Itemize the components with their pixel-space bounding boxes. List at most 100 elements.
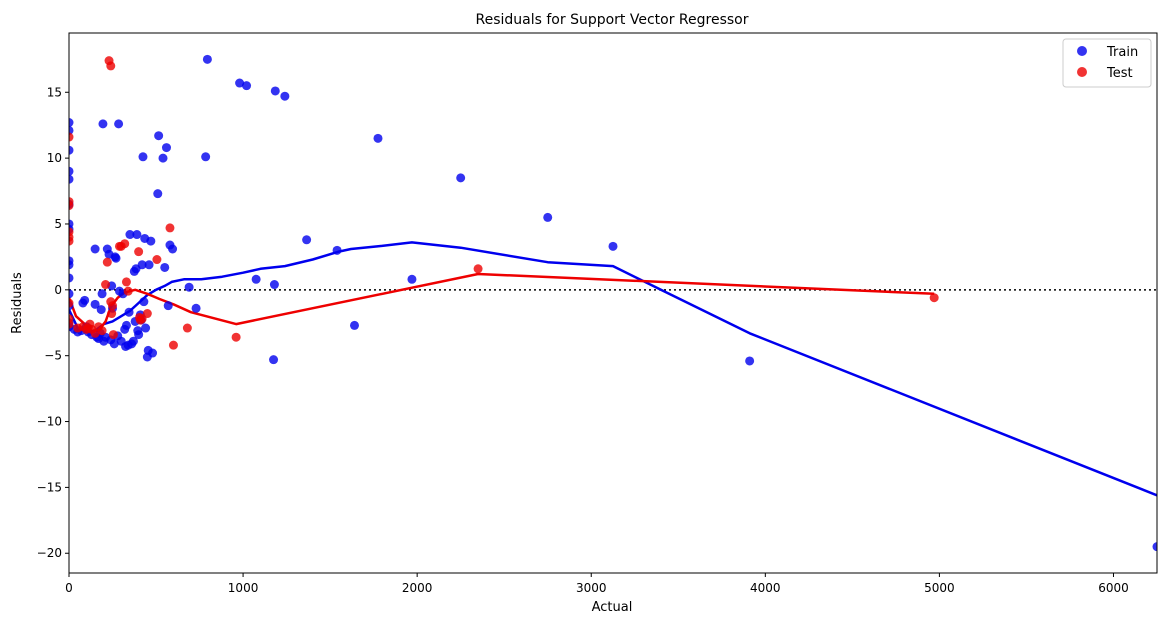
point-train bbox=[90, 244, 100, 254]
point-train bbox=[280, 91, 290, 101]
point-train bbox=[132, 230, 142, 240]
point-train bbox=[69, 260, 74, 270]
point-train bbox=[269, 280, 279, 290]
x-tick-label: 3000 bbox=[576, 581, 607, 595]
x-axis-label: Actual bbox=[592, 600, 633, 615]
point-train bbox=[90, 299, 100, 309]
point-train bbox=[69, 289, 74, 299]
y-tick-label: 5 bbox=[54, 217, 62, 231]
point-train bbox=[242, 81, 252, 91]
point-train bbox=[111, 253, 121, 263]
point-train bbox=[69, 145, 74, 155]
point-train bbox=[161, 143, 171, 153]
point-train bbox=[69, 118, 74, 128]
point-train bbox=[141, 323, 151, 333]
legend-marker-train bbox=[1077, 46, 1087, 56]
y-tick-label: 10 bbox=[47, 151, 62, 165]
point-train bbox=[153, 189, 163, 199]
point-train bbox=[184, 282, 194, 292]
y-tick-label: −15 bbox=[37, 480, 62, 494]
point-test bbox=[69, 236, 74, 246]
point-train bbox=[138, 152, 148, 162]
point-train bbox=[1152, 542, 1157, 552]
point-train bbox=[168, 244, 178, 254]
point-test bbox=[97, 326, 107, 336]
trend-line-train bbox=[69, 241, 1157, 497]
point-train bbox=[163, 301, 173, 311]
legend: Train Test bbox=[1062, 38, 1152, 88]
point-test bbox=[108, 330, 118, 340]
point-train bbox=[137, 260, 147, 270]
point-train bbox=[349, 320, 359, 330]
point-test bbox=[134, 247, 144, 257]
point-train bbox=[201, 152, 211, 162]
point-train bbox=[160, 262, 170, 272]
point-train bbox=[332, 245, 342, 255]
chart-title: Residuals for Support Vector Regressor bbox=[476, 12, 749, 28]
point-test bbox=[231, 332, 241, 342]
point-train bbox=[80, 295, 90, 305]
x-tick-label: 5000 bbox=[924, 581, 955, 595]
x-tick-label: 0 bbox=[65, 581, 73, 595]
point-train bbox=[69, 174, 74, 184]
point-train bbox=[114, 119, 124, 129]
point-test bbox=[69, 201, 74, 211]
y-tick-label: 0 bbox=[54, 283, 62, 297]
point-train bbox=[69, 166, 74, 176]
point-train bbox=[158, 153, 168, 163]
point-test bbox=[165, 223, 175, 233]
point-test bbox=[69, 132, 74, 142]
scatter-points bbox=[69, 54, 1157, 552]
point-train bbox=[139, 297, 149, 307]
point-test bbox=[102, 257, 112, 267]
point-test bbox=[107, 309, 117, 319]
point-train bbox=[745, 356, 755, 366]
point-test bbox=[142, 309, 152, 319]
point-train bbox=[407, 274, 417, 284]
point-train bbox=[97, 289, 107, 299]
y-tick-label: −5 bbox=[44, 349, 62, 363]
point-test bbox=[123, 286, 133, 296]
point-train bbox=[154, 131, 164, 141]
x-tick-label: 2000 bbox=[402, 581, 433, 595]
point-test bbox=[108, 301, 118, 311]
point-test bbox=[182, 323, 192, 333]
point-train bbox=[235, 78, 245, 88]
point-train bbox=[456, 173, 466, 183]
point-test bbox=[120, 239, 130, 249]
point-train bbox=[125, 230, 135, 240]
point-train bbox=[69, 273, 74, 283]
point-train bbox=[96, 305, 106, 315]
legend-label-train: Train bbox=[1106, 45, 1138, 60]
y-tick-label: −20 bbox=[37, 546, 62, 560]
point-train bbox=[608, 241, 618, 251]
point-train bbox=[191, 303, 201, 313]
point-test bbox=[101, 280, 111, 290]
legend-marker-test bbox=[1077, 67, 1087, 77]
point-test bbox=[90, 328, 100, 338]
y-tick-label: −10 bbox=[37, 415, 62, 429]
point-train bbox=[148, 348, 158, 358]
point-train bbox=[124, 307, 134, 317]
point-train bbox=[144, 260, 154, 270]
point-train bbox=[202, 54, 212, 64]
point-train bbox=[251, 274, 261, 284]
point-test bbox=[69, 298, 74, 308]
point-train bbox=[98, 119, 108, 129]
x-tick-label: 1000 bbox=[228, 581, 259, 595]
axis-ticks: 0 1000 2000 3000 4000 5000 6000 −20 −15 −10 −5 0 5 10… bbox=[37, 85, 1129, 595]
point-test bbox=[69, 319, 74, 329]
point-train bbox=[128, 336, 138, 346]
y-axis-label: Residuals bbox=[10, 272, 25, 334]
point-train bbox=[270, 86, 280, 96]
point-train bbox=[543, 212, 553, 222]
point-train bbox=[269, 355, 279, 365]
point-train bbox=[302, 235, 312, 245]
point-test bbox=[106, 61, 116, 71]
point-test bbox=[473, 264, 483, 274]
legend-label-test: Test bbox=[1106, 66, 1133, 81]
plot-frame bbox=[68, 32, 1158, 574]
x-tick-label: 4000 bbox=[750, 581, 781, 595]
